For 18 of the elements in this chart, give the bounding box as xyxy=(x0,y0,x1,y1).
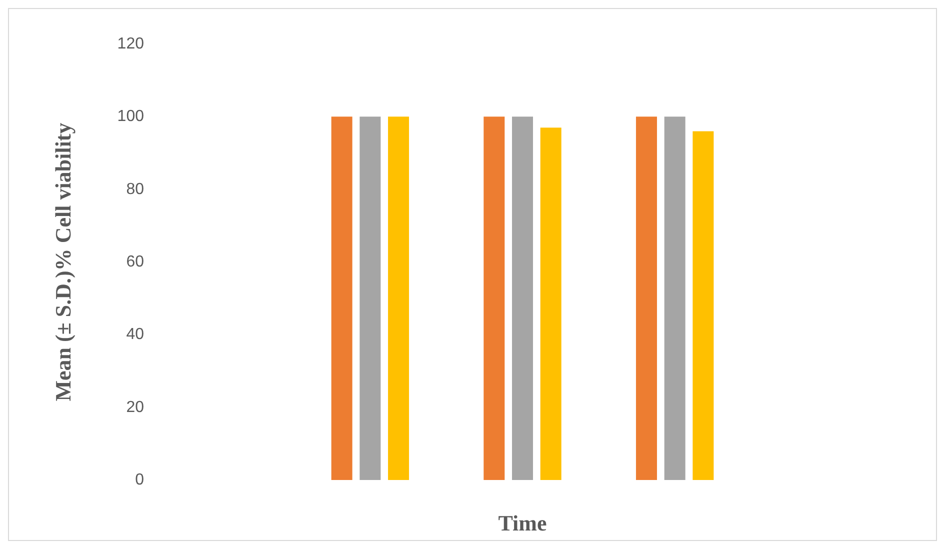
bar xyxy=(636,116,657,480)
y-tick-label: 60 xyxy=(126,254,144,270)
bar xyxy=(664,116,686,480)
bar xyxy=(512,116,533,480)
y-axis-title: Mean (± S.D.)% Cell viability xyxy=(50,122,76,402)
bar xyxy=(540,128,562,480)
bar xyxy=(388,116,410,480)
y-tick-label: 0 xyxy=(135,472,144,488)
bar xyxy=(331,116,352,480)
x-axis-title: Time xyxy=(498,510,547,536)
y-tick-label: 100 xyxy=(117,108,144,126)
y-tick-label: 120 xyxy=(117,36,144,52)
y-tick-label: 40 xyxy=(126,326,144,344)
y-tick-label: 20 xyxy=(126,398,144,416)
bar xyxy=(360,116,381,480)
y-tick-label: 80 xyxy=(126,180,144,198)
bar xyxy=(484,116,505,480)
bar xyxy=(692,131,714,480)
